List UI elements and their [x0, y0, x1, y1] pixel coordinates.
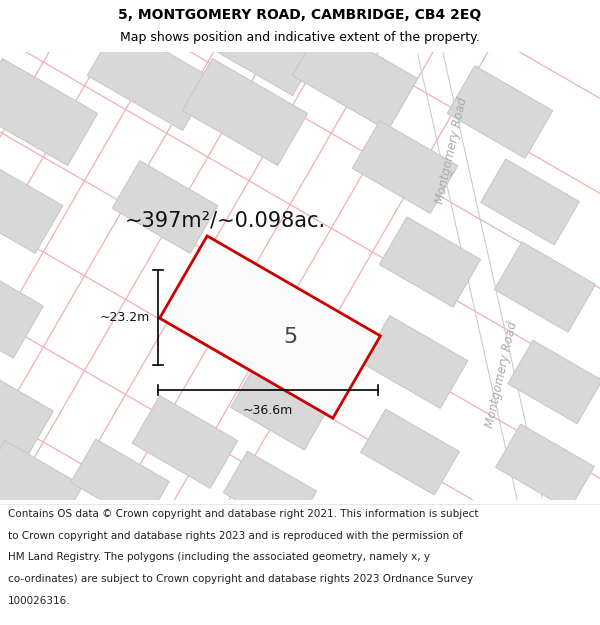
- Polygon shape: [379, 217, 481, 307]
- Polygon shape: [160, 236, 380, 418]
- Polygon shape: [361, 409, 460, 495]
- Text: Montgomery Road: Montgomery Road: [484, 320, 520, 429]
- Text: Contains OS data © Crown copyright and database right 2021. This information is : Contains OS data © Crown copyright and d…: [8, 509, 478, 519]
- Polygon shape: [0, 59, 98, 166]
- Polygon shape: [292, 24, 418, 131]
- Text: ~397m²/~0.098ac.: ~397m²/~0.098ac.: [124, 210, 326, 230]
- Text: Map shows position and indicative extent of the property.: Map shows position and indicative extent…: [120, 31, 480, 44]
- Polygon shape: [230, 364, 329, 450]
- Polygon shape: [182, 59, 308, 166]
- Text: 100026316.: 100026316.: [8, 596, 70, 606]
- Polygon shape: [0, 441, 83, 533]
- Polygon shape: [0, 256, 43, 358]
- Text: 5, MONTGOMERY ROAD, CAMBRIDGE, CB4 2EQ: 5, MONTGOMERY ROAD, CAMBRIDGE, CB4 2EQ: [118, 8, 482, 22]
- Text: ~23.2m: ~23.2m: [100, 311, 150, 324]
- Text: Montgomery Road: Montgomery Road: [434, 96, 470, 205]
- Polygon shape: [132, 396, 238, 488]
- Text: HM Land Registry. The polygons (including the associated geometry, namely x, y: HM Land Registry. The polygons (includin…: [8, 552, 430, 562]
- Polygon shape: [481, 159, 580, 245]
- Polygon shape: [352, 121, 458, 213]
- Polygon shape: [496, 424, 595, 510]
- Polygon shape: [0, 361, 53, 463]
- Polygon shape: [88, 24, 212, 131]
- Polygon shape: [508, 341, 600, 424]
- Text: co-ordinates) are subject to Crown copyright and database rights 2023 Ordnance S: co-ordinates) are subject to Crown copyr…: [8, 574, 473, 584]
- Polygon shape: [494, 242, 596, 332]
- Polygon shape: [362, 316, 468, 408]
- Text: ~36.6m: ~36.6m: [243, 404, 293, 417]
- Text: 5: 5: [283, 327, 297, 347]
- Text: to Crown copyright and database rights 2023 and is reproduced with the permissio: to Crown copyright and database rights 2…: [8, 531, 463, 541]
- Polygon shape: [112, 161, 218, 253]
- Polygon shape: [71, 439, 169, 525]
- Polygon shape: [447, 66, 553, 158]
- Polygon shape: [0, 161, 63, 253]
- Polygon shape: [197, 0, 323, 96]
- Polygon shape: [223, 451, 317, 532]
